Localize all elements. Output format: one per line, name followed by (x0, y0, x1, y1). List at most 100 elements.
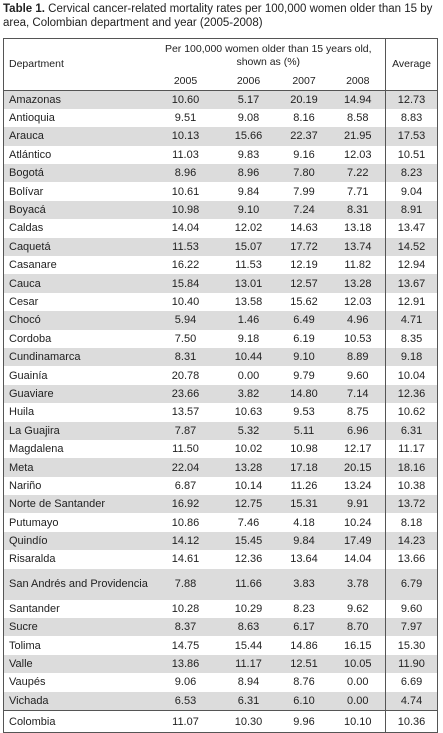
value-cell: 12.91 (385, 292, 438, 312)
department-cell: Risaralda (9, 553, 56, 566)
value-cell: 12.57 (277, 274, 331, 293)
department-cell: Cundinamarca (3, 347, 152, 367)
value-cell: 6.49 (277, 311, 331, 330)
value-cell: 15.84 (151, 274, 220, 293)
value-cell: 13.28 (330, 274, 386, 293)
department-cell: Arauca (3, 127, 152, 146)
table-row: Boyacá 10.98 9.10 7.24 8.31 8.91 (3, 200, 438, 220)
value-cell: 8.16 (293, 112, 315, 125)
department-cell: Boyacá (3, 200, 152, 220)
value-cell: 7.14 (330, 384, 386, 404)
value-cell: 13.18 (344, 222, 372, 235)
table-row: Cesar 10.40 13.58 15.62 12.03 12.91 (4, 292, 438, 312)
value-cell: 8.94 (237, 676, 260, 689)
value-cell: 10.30 (219, 710, 278, 733)
value-cell: 10.63 (234, 406, 263, 419)
value-cell: 6.17 (277, 618, 331, 637)
value-cell: 13.47 (385, 219, 438, 238)
value-cell: 6.31 (385, 421, 438, 440)
department-cell: Valle (3, 654, 152, 674)
value-cell: 6.19 (293, 332, 315, 345)
value-cell: 14.52 (385, 237, 438, 257)
department-cell: Caldas (9, 222, 44, 235)
value-cell: 15.07 (219, 237, 278, 257)
value-cell: 12.51 (277, 654, 331, 674)
table-row: Huila 13.57 10.63 9.53 8.75 10.62 (4, 403, 438, 422)
value-cell: 12.17 (344, 443, 372, 456)
value-cell: 12.02 (234, 222, 263, 235)
value-cell: 11.82 (344, 259, 372, 272)
value-cell: 5.32 (219, 421, 278, 440)
value-cell: 12.19 (290, 259, 318, 272)
value-cell: 10.05 (330, 654, 386, 674)
table-row: Atlántico 11.03 9.83 9.16 12.03 10.51 (4, 145, 438, 165)
value-cell: 3.82 (219, 384, 278, 404)
value-cell: 8.35 (385, 329, 438, 348)
value-cell: 12.75 (219, 495, 278, 514)
value-cell: 7.22 (330, 164, 386, 183)
value-cell: 23.66 (151, 384, 220, 404)
department-cell: Vichada (3, 691, 152, 711)
value-cell: 14.63 (290, 222, 318, 235)
table-row: Vichada 6.53 6.31 6.10 0.00 4.74 (3, 691, 438, 711)
table-header: Department Per 100,000 women older than … (3, 38, 438, 91)
value-cell: 9.62 (347, 602, 369, 615)
value-cell: 8.76 (293, 676, 315, 689)
value-cell: 7.24 (277, 200, 331, 220)
value-cell: 10.53 (344, 332, 372, 345)
value-cell: 3.83 (277, 568, 331, 600)
table-row: Antioquia 9.51 9.08 8.16 8.58 8.83 (4, 108, 438, 128)
value-cell: 8.75 (347, 406, 369, 419)
value-cell: 22.04 (151, 458, 220, 477)
table-row: Vaupés 9.06 8.94 8.76 0.00 6.69 (4, 673, 438, 692)
value-cell: 0.00 (330, 691, 386, 711)
value-cell: 11.17 (385, 439, 438, 459)
value-cell: 9.10 (277, 347, 331, 367)
value-cell: 14.86 (290, 639, 318, 652)
value-cell: 9.60 (347, 369, 369, 382)
department-cell: Amazonas (3, 90, 152, 109)
value-cell: 8.63 (219, 618, 278, 637)
year-header: 2008 (330, 72, 386, 91)
department-cell: Cauca (3, 274, 152, 293)
value-cell: 14.04 (171, 222, 200, 235)
department-cell: Meta (3, 458, 152, 477)
value-cell: 11.90 (385, 654, 438, 674)
value-cell: 6.31 (219, 691, 278, 711)
value-cell: 10.28 (171, 602, 200, 615)
value-cell: 9.06 (174, 676, 197, 689)
value-cell: 10.62 (385, 403, 438, 422)
department-cell: Guainía (9, 369, 48, 382)
value-cell: 9.53 (293, 406, 315, 419)
value-cell: 10.36 (385, 710, 438, 733)
value-cell: 10.10 (330, 710, 386, 733)
table-row: Norte de Santander 16.92 12.75 15.31 9.91 13.… (3, 495, 438, 514)
table-row: Bolívar 10.61 9.84 7.99 7.71 9.04 (4, 182, 438, 201)
value-cell: 3.78 (330, 568, 386, 600)
value-cell: 14.61 (171, 553, 200, 566)
table-row: Quindío 14.12 15.45 9.84 17.49 14.23 (3, 531, 438, 551)
value-cell: 15.30 (385, 636, 438, 655)
value-cell: 7.71 (347, 185, 369, 198)
value-cell: 10.86 (171, 516, 200, 529)
table-row: Guaviare 23.66 3.82 14.80 7.14 12.36 (3, 384, 438, 404)
value-cell: 20.19 (277, 90, 331, 109)
value-cell: 14.94 (330, 90, 386, 109)
value-cell: 6.53 (151, 691, 220, 711)
table-row: Chocó 5.94 1.46 6.49 4.96 4.71 (3, 311, 438, 330)
value-cell: 13.67 (385, 274, 438, 293)
value-cell: 1.46 (219, 311, 278, 330)
year-header: 2006 (219, 72, 278, 91)
table-row: Amazonas 10.60 5.17 20.19 14.94 12.73 (3, 90, 438, 109)
value-cell: 12.73 (385, 90, 438, 109)
value-cell: 13.72 (385, 495, 438, 514)
department-cell: San Andrés and Providencia (3, 568, 152, 600)
value-cell: 8.37 (151, 618, 220, 637)
table-row: Sucre 8.37 8.63 6.17 8.70 7.97 (3, 618, 438, 637)
value-cell: 14.12 (151, 531, 220, 551)
value-cell: 9.91 (330, 495, 386, 514)
value-cell: 9.84 (237, 185, 260, 198)
table-row: Cordoba 7.50 9.18 6.19 10.53 8.35 (4, 329, 438, 348)
value-cell: 7.88 (151, 568, 220, 600)
department-cell: Guaviare (3, 384, 152, 404)
